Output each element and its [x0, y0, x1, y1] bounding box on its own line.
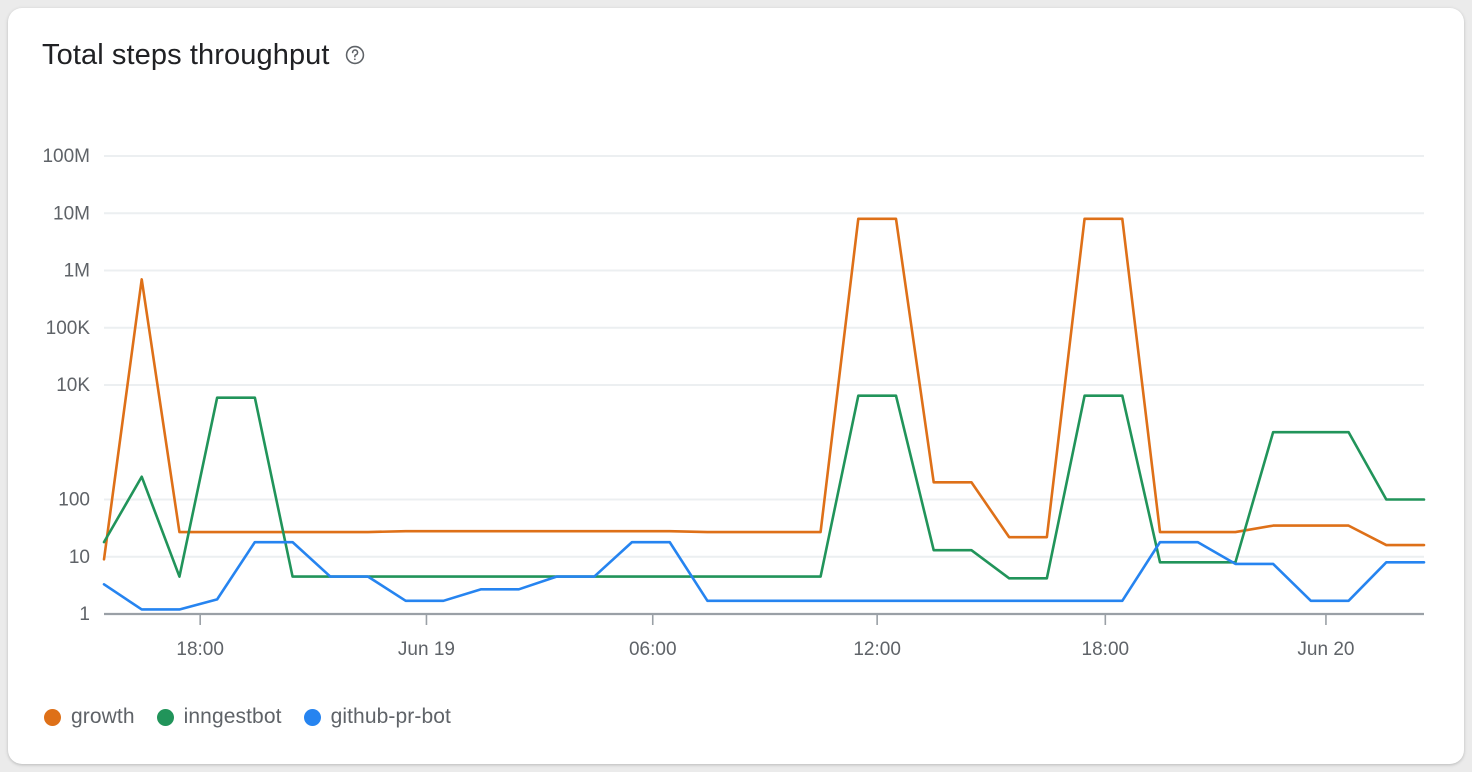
y-axis-tick-label: 100K: [46, 318, 91, 339]
x-axis-tick-label: 12:00: [853, 639, 901, 660]
x-axis-tick-label: 18:00: [176, 639, 224, 660]
x-axis-tick-label: 18:00: [1082, 639, 1130, 660]
card-header: Total steps throughput: [42, 38, 366, 72]
legend-swatch-icon: [44, 708, 61, 726]
y-axis-tick-label: 10: [69, 547, 90, 568]
x-axis-tick-label: 06:00: [629, 639, 677, 660]
y-axis-tick-label: 100M: [42, 146, 90, 167]
y-axis-tick-label: 10K: [56, 375, 90, 396]
help-circle-icon[interactable]: [344, 44, 366, 66]
y-axis-tick-label: 1M: [64, 261, 90, 282]
legend-item-inngestbot[interactable]: inngestbot: [156, 705, 282, 729]
chart-plot-area: 1 10 100 10K 100K 1M 10M 100M 18:00 Jun 19 06:00 12…: [8, 8, 1464, 764]
chart-card: Total steps throughput 1 10 100 10K 100K 1M 10…: [8, 8, 1464, 764]
line-chart: 1 10 100 10K 100K 1M 10M 100M 18:00 Jun 19 06:00 12…: [42, 146, 1426, 660]
legend-label: github-pr-bot: [330, 705, 451, 728]
series-line-inngestbot: [102, 394, 1426, 580]
legend-swatch-icon: [156, 708, 174, 726]
series-line-growth: [102, 217, 1426, 561]
x-axis-tick-label: Jun 20: [1297, 639, 1354, 660]
legend-label: inngestbot: [183, 705, 282, 728]
page-title: Total steps throughput: [42, 39, 330, 71]
y-axis-tick-label: 1: [79, 604, 90, 625]
legend-label: growth: [71, 705, 135, 728]
legend-item-growth[interactable]: growth: [44, 705, 135, 729]
y-axis-tick-label: 10M: [53, 203, 90, 224]
series-line-github-pr-bot: [102, 540, 1426, 611]
y-axis-tick-label: 100: [58, 490, 90, 511]
x-axis-tick-label: Jun 19: [398, 639, 455, 660]
legend-item-github-pr-bot[interactable]: github-pr-bot: [303, 705, 451, 729]
legend-swatch-icon: [303, 708, 321, 726]
chart-legend: growth inngestbot github-pr-bot: [44, 705, 451, 729]
